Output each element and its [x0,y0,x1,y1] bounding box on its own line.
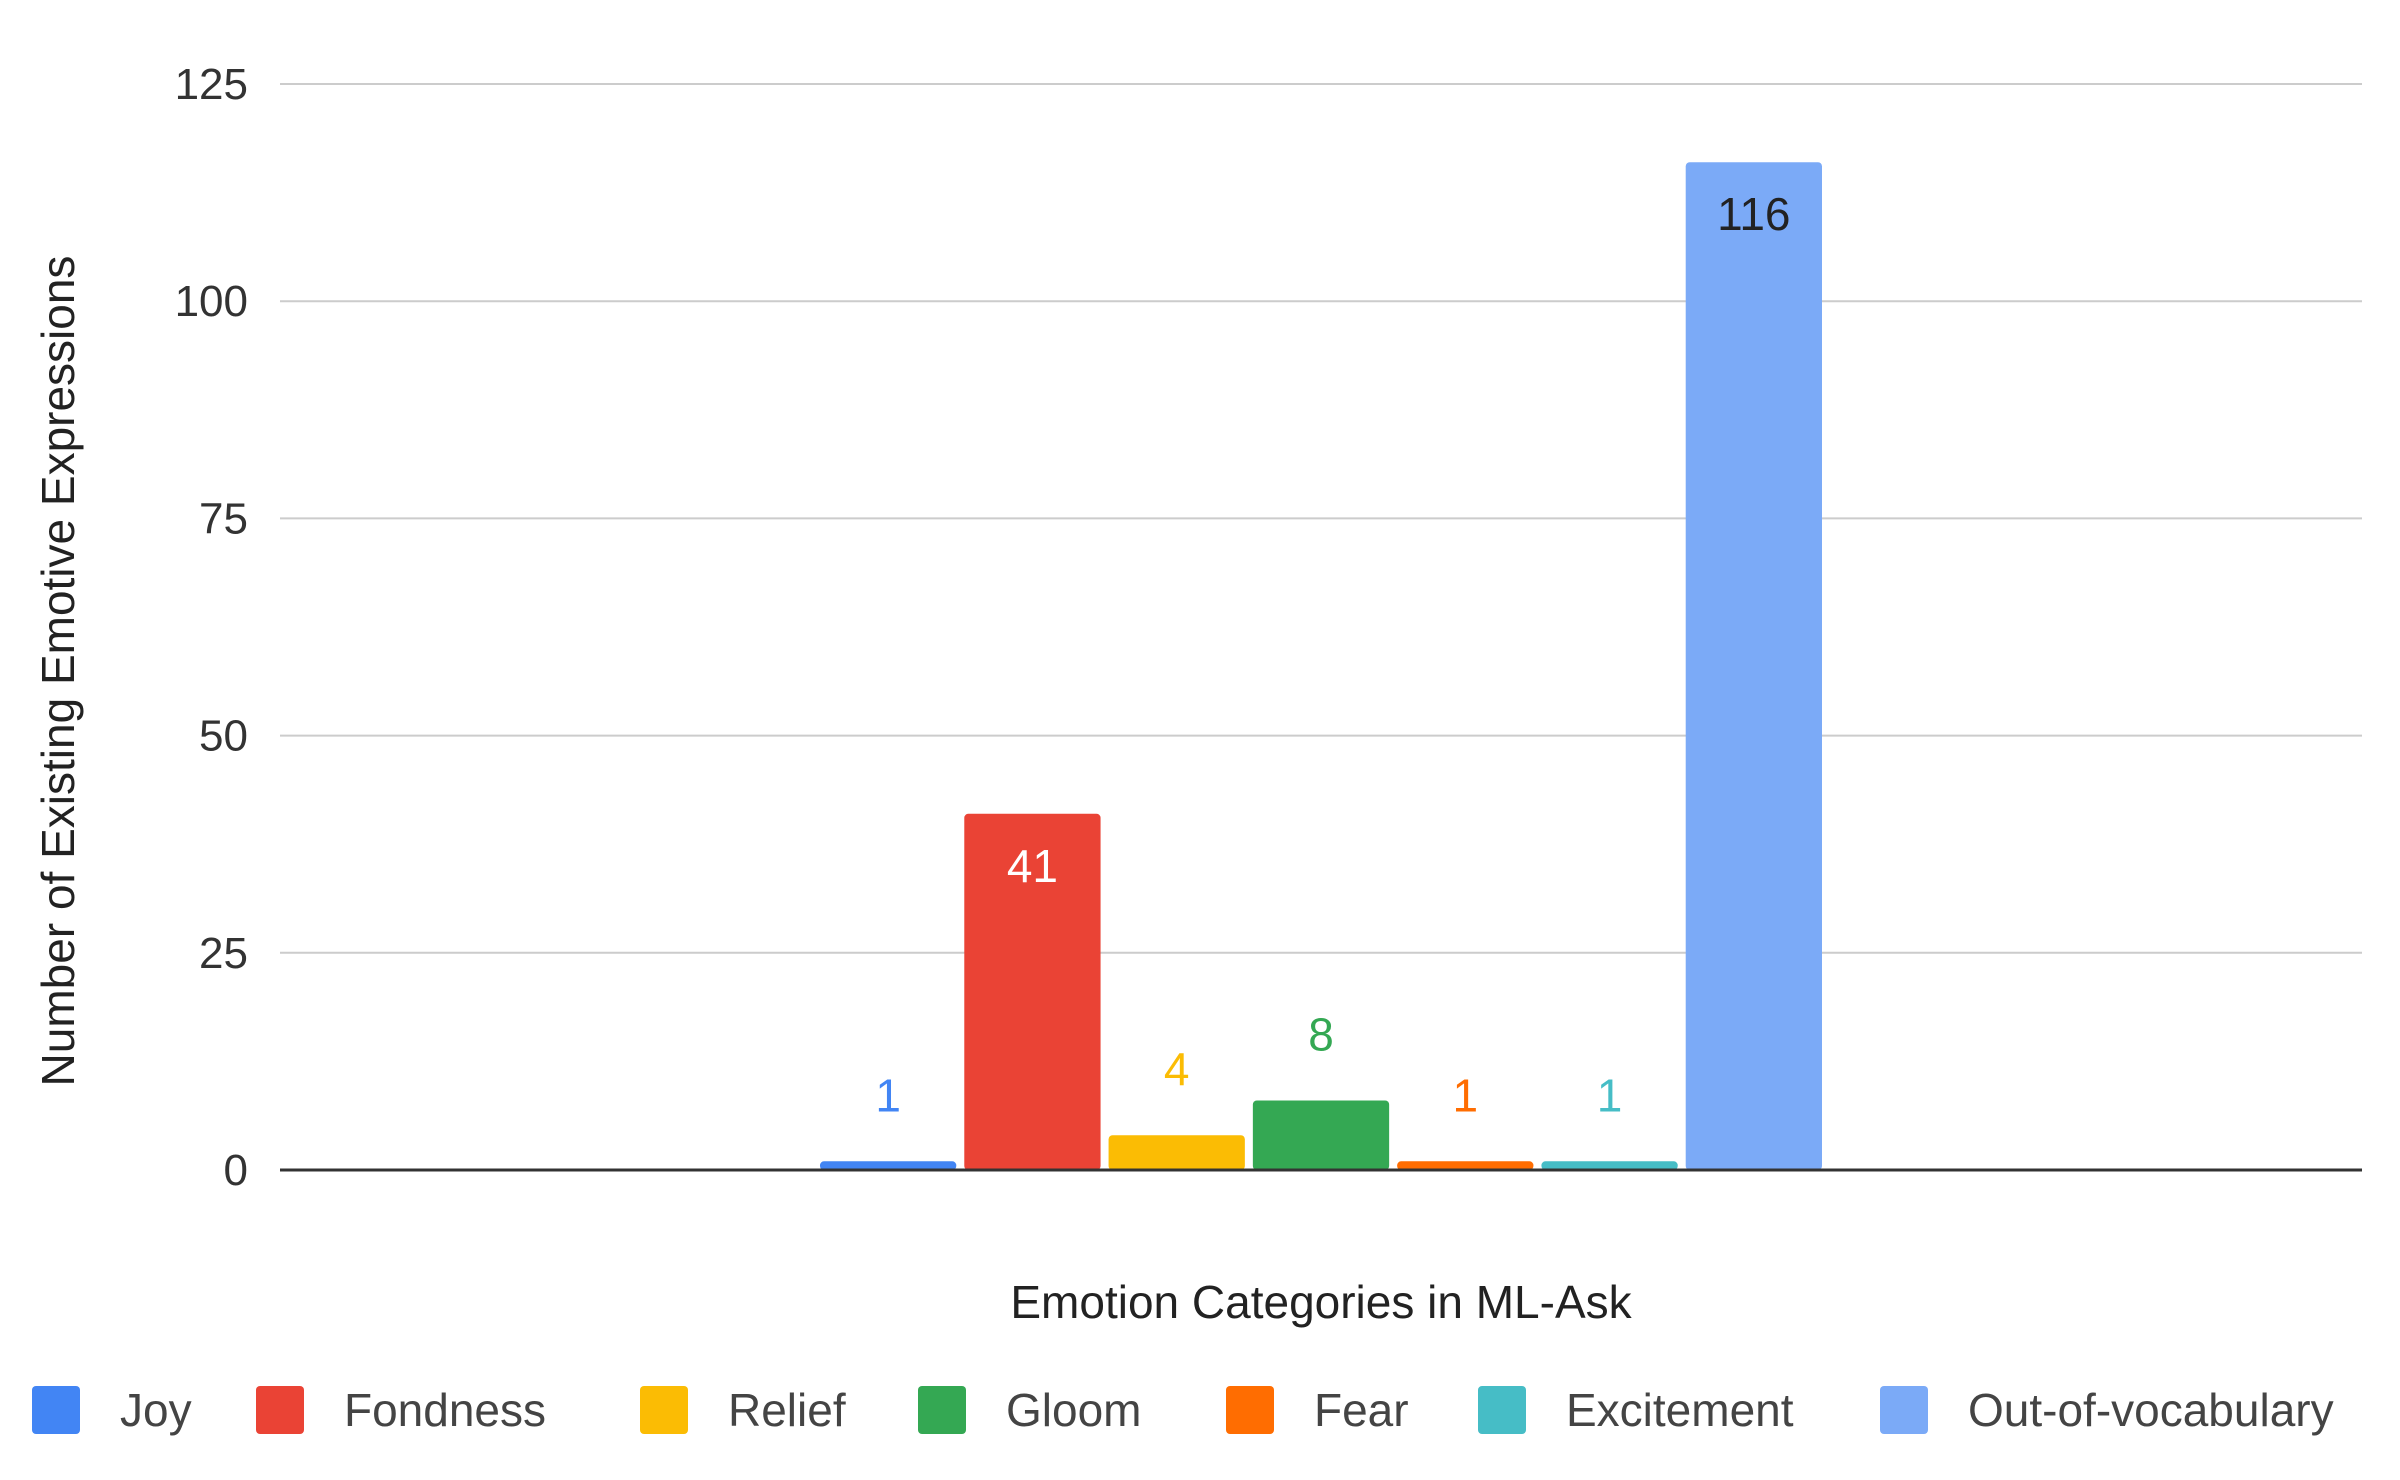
bar-gloom [1252,1100,1390,1170]
bar-fear [1397,1161,1534,1170]
y-axis-title: Number of Existing Emotive Expressions [32,256,84,1087]
legend-label: Excitement [1566,1384,1794,1436]
legend-label: Out-of-vocabulary [1968,1384,2334,1436]
legend-label: Fondness [344,1384,546,1436]
y-tick-label: 125 [175,60,248,109]
y-tick-label: 50 [199,712,248,761]
x-axis-title: Emotion Categories in ML-Ask [1010,1276,1632,1328]
legend-label: Fear [1314,1384,1409,1436]
legend-swatch [32,1386,80,1434]
data-label: 1 [1452,1069,1478,1121]
gridlines [280,83,2362,954]
bar-excitement [1541,1161,1678,1170]
bar-out-of-vocabulary [1685,162,1822,1170]
data-label: 116 [1717,188,1790,240]
data-labels: 1 41 4 8 1 1 116 [875,188,1790,1121]
bar-relief [1108,1135,1245,1170]
legend: Joy Fondness Relief Gloom Fear Excitement Out-… [32,1384,2334,1436]
bar-joy [820,1161,957,1170]
legend-swatch [640,1386,688,1434]
data-label: 4 [1164,1043,1190,1095]
legend-swatch [1226,1386,1274,1434]
legend-swatch [918,1386,966,1434]
data-label: 1 [1597,1069,1623,1121]
y-tick-label: 0 [224,1146,248,1195]
legend-swatch [1478,1386,1526,1434]
y-tick-label: 100 [175,277,248,326]
bar-fondness [964,813,1101,1170]
legend-label: Relief [728,1384,846,1436]
legend-swatch [1880,1386,1928,1434]
legend-swatch [256,1386,304,1434]
data-label: 1 [875,1069,901,1121]
legend-label: Joy [120,1384,192,1436]
y-tick-label: 75 [199,494,248,543]
data-label: 41 [1007,840,1058,892]
y-axis-ticks: 0 25 50 75 100 125 [175,60,248,1195]
bars [820,162,1822,1170]
data-label: 8 [1308,1008,1334,1060]
y-tick-label: 25 [199,929,248,978]
legend-label: Gloom [1006,1384,1141,1436]
